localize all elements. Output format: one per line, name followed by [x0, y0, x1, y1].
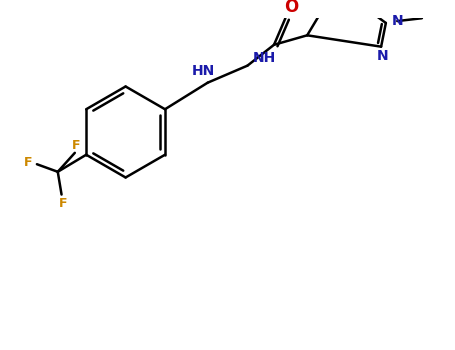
Text: NH: NH	[253, 51, 276, 65]
Text: HN: HN	[191, 64, 215, 78]
Text: F: F	[24, 156, 33, 169]
Text: N: N	[377, 49, 389, 63]
Text: F: F	[59, 197, 68, 210]
Text: O: O	[284, 0, 298, 16]
Text: F: F	[71, 139, 80, 152]
Text: N: N	[391, 14, 403, 28]
